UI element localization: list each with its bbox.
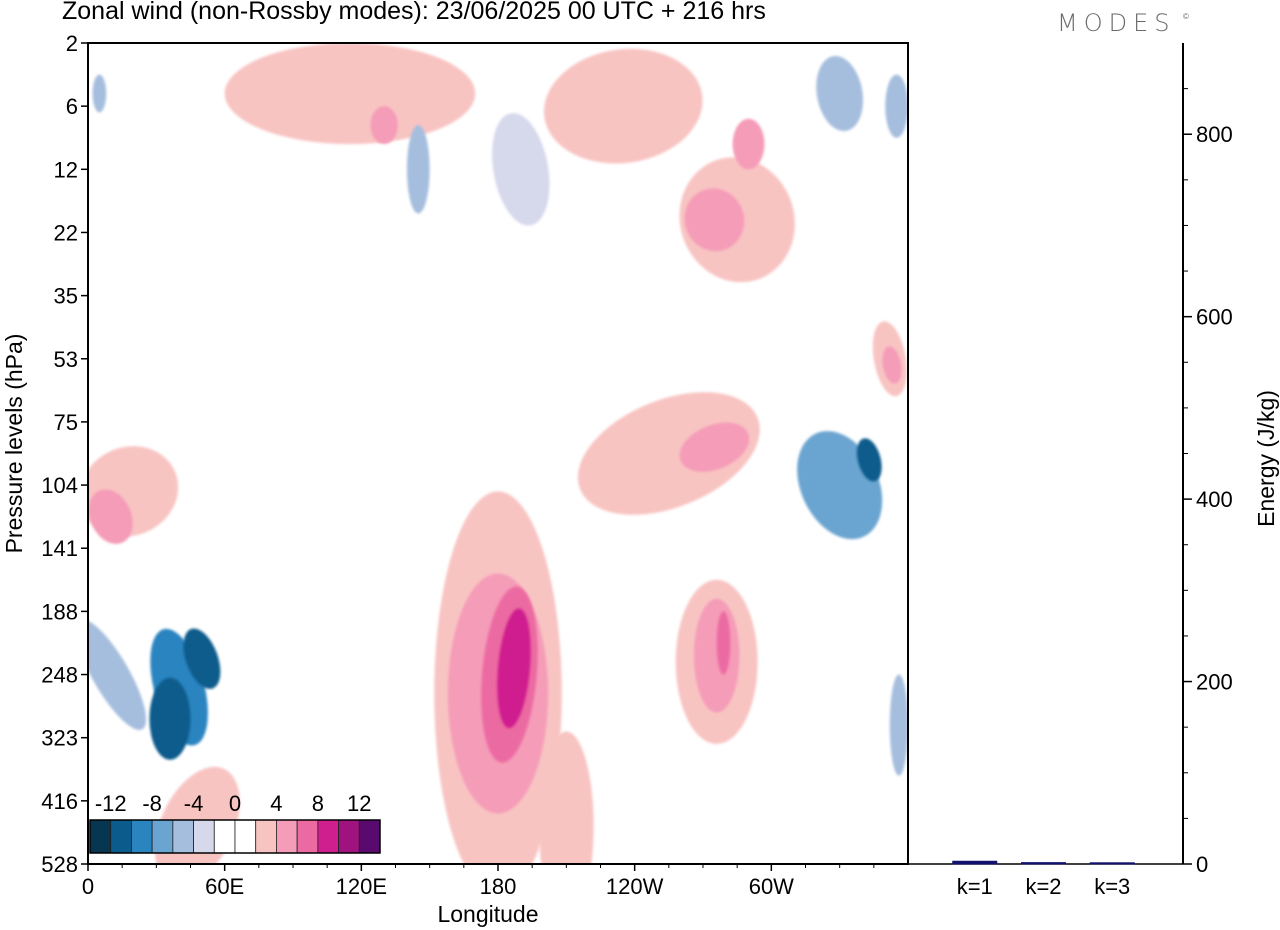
x-tick-label: 180 — [480, 874, 517, 899]
colorbar-swatch — [338, 819, 360, 854]
x-tick-label: 60W — [749, 874, 794, 899]
positive-anomaly-18 — [693, 598, 740, 713]
colorbar-label: -12 — [95, 791, 127, 816]
energy-tick-label: 800 — [1196, 122, 1233, 147]
positive-anomaly-21 — [684, 188, 745, 252]
colorbar-label: 0 — [229, 791, 241, 816]
energy-tick-label: 600 — [1196, 305, 1233, 330]
y-tick-label: 75 — [54, 410, 78, 435]
positive-anomaly-23 — [370, 106, 398, 145]
colorbar-swatch — [89, 819, 112, 854]
positive-anomaly-7 — [224, 43, 476, 145]
colorbar-swatch — [172, 819, 194, 854]
x-tick-label: 0 — [82, 874, 94, 899]
colorbar-label: 4 — [270, 791, 282, 816]
energy-bar-k=2 — [1021, 862, 1066, 865]
positive-anomaly-20 — [88, 489, 133, 544]
y-tick-label: 53 — [54, 347, 78, 372]
energy-bar-k=1 — [952, 860, 998, 865]
negative-anomaly-14 — [816, 55, 864, 132]
negative-anomaly-16 — [92, 74, 107, 113]
energy-tick-label: 400 — [1196, 487, 1233, 512]
colorbar-swatch — [131, 819, 153, 854]
y-tick-label: 35 — [54, 284, 78, 309]
energy-category-label: k=1 — [957, 874, 993, 899]
colorbar-label: -8 — [142, 791, 162, 816]
y-tick-label: 141 — [41, 536, 78, 561]
copyright-mark: © — [1183, 12, 1189, 21]
energy-category-label: k=2 — [1025, 874, 1061, 899]
y-tick-label: 416 — [41, 789, 78, 814]
colorbar-swatch — [358, 819, 381, 854]
colorbar-label: -4 — [184, 791, 204, 816]
colorbar-swatch — [255, 819, 277, 854]
y-tick-label: 248 — [41, 663, 78, 688]
colorbar: -12 -8 -4 0 4 8 12 — [89, 791, 381, 854]
negative-anomaly-0 — [492, 113, 550, 226]
positive-anomaly-27 — [716, 611, 731, 675]
x-tick-label: 120W — [606, 874, 664, 899]
colorbar-swatch — [193, 819, 215, 854]
colorbar-swatch — [110, 819, 132, 854]
x-tick-label: 60E — [205, 874, 244, 899]
y-tick-label: 188 — [41, 599, 78, 624]
modes-logo: MODES — [1057, 9, 1176, 37]
y-tick-label: 12 — [54, 157, 78, 182]
y-tick-label: 323 — [41, 726, 78, 751]
positive-anomaly-6 — [543, 48, 703, 164]
contour-field — [88, 43, 908, 864]
positive-anomaly-9 — [539, 731, 594, 864]
y-tick-label: 22 — [54, 220, 78, 245]
colorbar-frame — [89, 819, 381, 854]
x-tick-label: 120E — [336, 874, 387, 899]
colorbar-swatch — [296, 819, 319, 854]
x-axis-label: Longitude — [437, 901, 538, 927]
energy-axis-label: Energy (J/kg) — [1253, 390, 1279, 527]
energy-tick-label: 200 — [1196, 670, 1233, 695]
negative-anomaly-12 — [889, 674, 908, 776]
y-tick-label: 104 — [41, 473, 78, 498]
colorbar-swatch — [234, 819, 257, 854]
negative-anomaly-11 — [88, 619, 147, 730]
y-tick-label: 528 — [41, 852, 78, 877]
y-axis-label: Pressure levels (hPa) — [1, 334, 27, 554]
positive-anomaly-24 — [882, 346, 902, 384]
positive-anomaly-19 — [679, 422, 750, 472]
negative-anomaly-13 — [406, 125, 430, 214]
y-tick-label: 6 — [66, 94, 78, 119]
negative-anomaly-15 — [885, 74, 908, 138]
positive-anomaly-29 — [497, 608, 531, 729]
energy-tick-label: 0 — [1196, 852, 1208, 877]
negative-anomaly-31 — [183, 628, 221, 689]
positive-anomaly-22 — [732, 118, 765, 170]
colorbar-swatch — [317, 819, 339, 854]
colorbar-label: 12 — [347, 791, 371, 816]
negative-anomaly-32 — [856, 438, 882, 482]
colorbar-swatch — [276, 819, 298, 854]
colorbar-swatch — [213, 819, 236, 854]
colorbar-swatch — [151, 819, 174, 854]
chart-title: Zonal wind (non-Rossby modes): 23/06/202… — [62, 0, 766, 25]
energy-axes: 0 200 400 600 800 Energy (J/kg) k=1 k=2 k=3 — [908, 43, 1279, 899]
negative-anomaly-30 — [149, 677, 191, 760]
colorbar-label: 8 — [312, 791, 324, 816]
positive-anomaly-3 — [577, 392, 760, 515]
energy-category-label: k=3 — [1094, 874, 1130, 899]
energy-bar-k=3 — [1089, 862, 1135, 865]
y-tick-label: 2 — [66, 31, 78, 56]
